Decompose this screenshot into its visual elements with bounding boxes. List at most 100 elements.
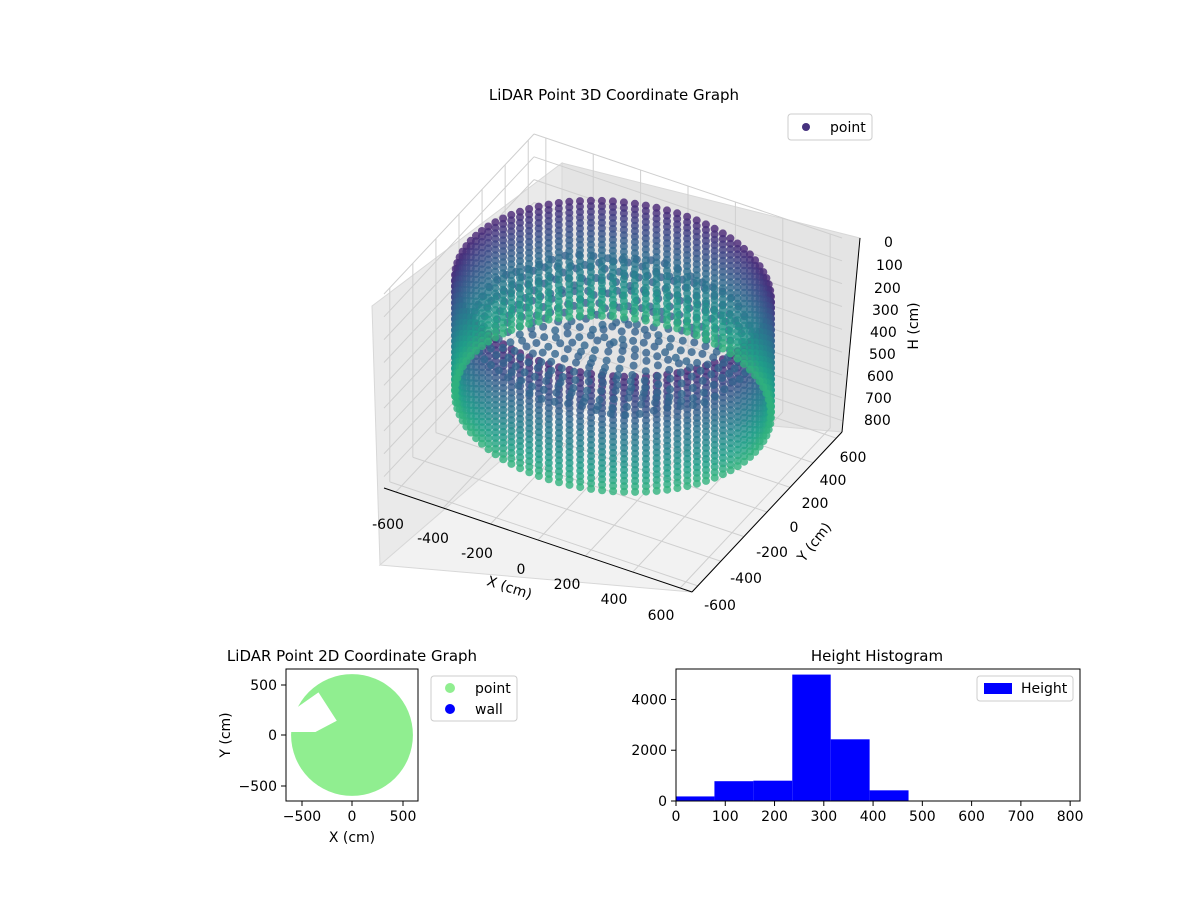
scatter-point [544,200,553,209]
scatter-point [587,484,596,493]
scatter-point [484,222,493,231]
scatter-point [745,305,754,314]
scatter-point [494,366,503,375]
scatter-point [484,315,493,324]
z-tick-label: 500 [869,347,896,363]
scatter-point [491,417,500,426]
scatter-point [499,296,508,305]
scatter-point [491,218,500,227]
scatter-point [608,279,617,288]
scatter-point [653,372,662,381]
scatter-point [581,393,590,402]
scatter-point [560,354,569,363]
scatter-point [630,265,639,274]
scatter-point [683,240,692,249]
scatter-point [507,232,516,241]
scatter-point [516,251,524,260]
scatter-point [701,291,710,300]
scatter-point [683,262,692,270]
scatter-point [551,326,560,335]
scatter-point [491,229,500,238]
scatter-point [576,295,584,304]
scatter-point [516,317,524,326]
scatter-point [663,474,672,483]
scatter-point [472,248,480,257]
scatter-point [725,369,734,378]
scatter-point [565,203,574,212]
scatter-point [598,458,607,467]
scatter-point [539,322,548,331]
scatter-point [609,476,618,485]
scatter-point [687,372,696,381]
scatter-point [609,443,618,452]
legend-2d-point-label: point [475,681,511,697]
scatter-point [565,301,574,310]
scatter-point [590,346,599,355]
scatter-point [544,409,553,418]
scatter-point [518,336,527,345]
scatter-point [568,338,577,347]
scatter-point [710,235,719,244]
scatter-point [491,300,500,309]
scatter-point [576,290,584,299]
scatter-point [576,279,584,288]
scatter-point [499,219,508,228]
scatter-point [554,237,563,246]
scatter-point [733,349,742,357]
scatter-point [516,464,525,473]
scatter-point [652,486,661,495]
scatter-point [718,262,727,271]
scatter-point [718,240,727,249]
scatter-point [652,415,661,424]
z-tick-label: 400 [870,325,897,341]
scatter-point [663,272,671,281]
scatter-point [576,246,584,255]
scatter-point [718,251,727,260]
scatter-point [534,417,543,426]
scatter-point [726,332,735,341]
scatter-point [587,441,596,450]
scatter-point [565,312,574,321]
scatter-point [635,409,644,418]
scatter-point [683,482,692,491]
scatter-point [472,330,480,339]
scatter-point [620,444,629,452]
x-tick-label-hist: 0 [672,809,681,825]
scatter-point [586,306,595,315]
scatter-point [642,454,650,463]
scatter-point [491,262,500,271]
scatter-point [620,454,629,463]
scatter-point [534,230,543,238]
scatter-point [619,258,628,267]
scatter-point [726,343,735,352]
scatter-point [608,268,617,277]
scatter-point [484,321,493,330]
scatter-point [630,232,639,241]
scatter-point [733,277,742,286]
scatter-point [576,461,585,470]
scatter-point [663,250,671,259]
scatter-point [733,261,742,270]
scatter-point [692,474,701,483]
scatter-point [710,408,719,416]
scatter-point [491,428,500,437]
scatter-point [516,398,525,407]
scatter-point [610,395,618,404]
scatter-point [604,347,613,356]
scatter-point [477,254,486,263]
scatter-point [478,390,486,399]
scatter-point [733,239,742,248]
scatter-point [552,388,561,397]
scatter-point [652,475,661,484]
scatter-point [683,212,692,221]
scatter-point [710,224,719,233]
scatter-point [477,259,486,268]
legend-3d-marker [802,123,810,131]
scatter-point [478,396,486,404]
scatter-point [718,448,727,457]
scatter-point [525,457,534,466]
scatter-point [534,295,543,304]
scatter-point [576,433,585,442]
scatter-point [551,333,560,342]
